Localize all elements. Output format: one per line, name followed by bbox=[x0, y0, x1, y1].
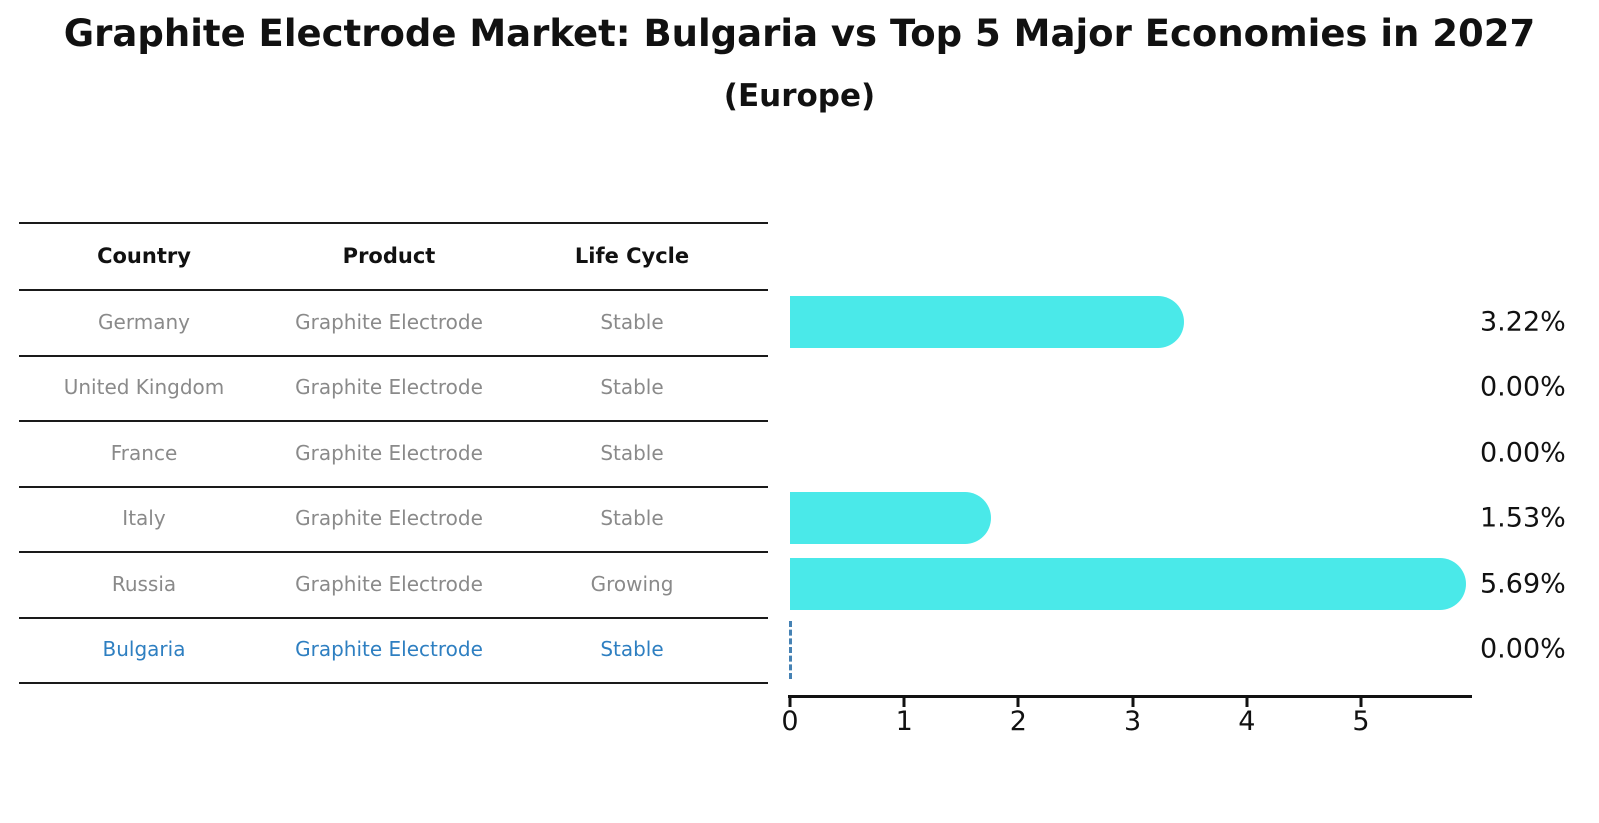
value-label-bulgaria: 0.00% bbox=[1480, 633, 1566, 665]
x-axis-tick bbox=[1245, 698, 1249, 707]
bar-italy bbox=[790, 492, 991, 544]
x-axis-tick bbox=[902, 698, 906, 707]
value-label-russia: 5.69% bbox=[1480, 568, 1566, 599]
column-header-country: Country bbox=[97, 244, 191, 268]
value-label-france: 0.00% bbox=[1480, 437, 1566, 468]
x-axis-tick-label: 4 bbox=[1238, 706, 1256, 737]
column-header-life-cycle: Life Cycle bbox=[574, 244, 690, 268]
table-cell-life-cycle: Stable bbox=[600, 637, 664, 661]
x-axis-line bbox=[788, 695, 1472, 698]
chart-subtitle: (Europe) bbox=[723, 78, 876, 114]
table-cell-country: France bbox=[110, 440, 178, 465]
x-axis-tick-label: 1 bbox=[895, 706, 913, 737]
x-axis-tick bbox=[1016, 698, 1020, 707]
table-cell-life-cycle: Stable bbox=[600, 440, 664, 465]
bulgaria-zero-marker bbox=[789, 621, 792, 679]
table-rule bbox=[19, 289, 768, 291]
x-axis-tick-label: 0 bbox=[781, 706, 799, 737]
table-cell-product: Graphite Electrode bbox=[295, 375, 483, 399]
table-rule bbox=[19, 222, 768, 224]
table-rule bbox=[19, 485, 768, 488]
table-rule bbox=[19, 354, 768, 357]
x-axis-tick bbox=[788, 698, 792, 707]
table-cell-product: Graphite Electrode bbox=[295, 571, 483, 596]
table-cell-life-cycle: Stable bbox=[600, 506, 664, 530]
x-axis-tick bbox=[1359, 698, 1363, 707]
bar-russia bbox=[790, 557, 1466, 610]
table-rule bbox=[19, 420, 768, 422]
table-cell-country: Russia bbox=[111, 571, 177, 596]
x-axis-tick-label: 3 bbox=[1124, 706, 1142, 737]
value-label-germany: 3.22% bbox=[1480, 306, 1566, 337]
table-rule bbox=[19, 682, 768, 684]
x-axis-tick bbox=[1131, 698, 1135, 707]
bar-germany bbox=[790, 295, 1184, 348]
table-cell-country: United Kingdom bbox=[63, 375, 225, 399]
table-cell-country: Bulgaria bbox=[102, 637, 186, 661]
table-cell-country: Germany bbox=[98, 309, 190, 334]
table-cell-life-cycle: Growing bbox=[590, 571, 674, 596]
table-cell-product: Graphite Electrode bbox=[295, 309, 483, 334]
table-cell-country: Italy bbox=[122, 506, 166, 530]
table-cell-product: Graphite Electrode bbox=[295, 506, 483, 530]
chart-title: Graphite Electrode Market: Bulgaria vs T… bbox=[63, 12, 1536, 55]
table-cell-life-cycle: Stable bbox=[600, 375, 664, 399]
value-label-italy: 1.53% bbox=[1480, 502, 1566, 534]
table-cell-product: Graphite Electrode bbox=[295, 440, 483, 465]
x-axis-tick-label: 5 bbox=[1352, 706, 1370, 737]
table-cell-product: Graphite Electrode bbox=[295, 637, 483, 661]
table-cell-life-cycle: Stable bbox=[600, 309, 664, 334]
column-header-product: Product bbox=[342, 244, 436, 268]
table-rule bbox=[19, 551, 768, 553]
value-label-united-kingdom: 0.00% bbox=[1480, 371, 1566, 403]
x-axis-tick-label: 2 bbox=[1009, 706, 1027, 737]
table-rule bbox=[19, 616, 768, 619]
